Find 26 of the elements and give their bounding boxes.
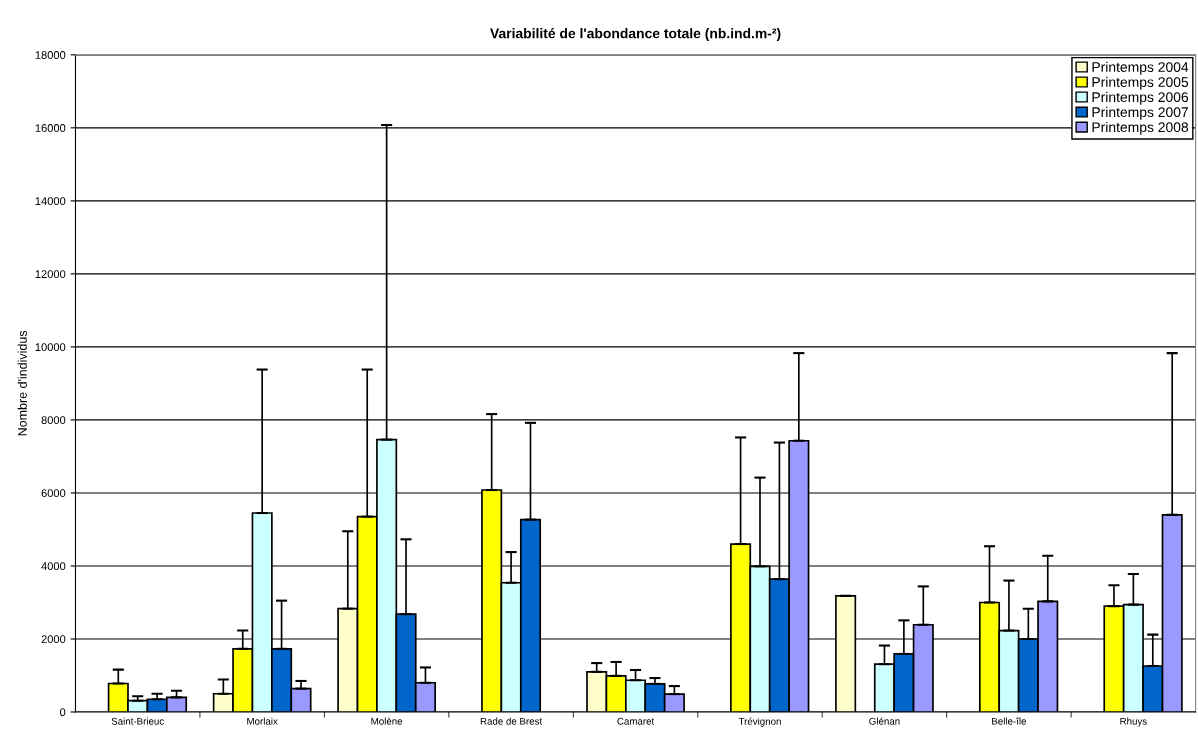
x-tick-label: Saint-Brieuc — [111, 717, 164, 725]
y-tick-label: 0 — [60, 708, 66, 717]
y-tick-label: 2000 — [41, 635, 66, 644]
x-tick-label: Glénan — [869, 717, 900, 725]
y-tick-label: 6000 — [41, 489, 66, 498]
y-tick-label: 8000 — [41, 416, 66, 425]
x-tick-label: Trévignon — [738, 717, 781, 727]
y-axis-title: Nombre d'individus — [17, 330, 27, 436]
x-tick-label: Belle-île — [992, 717, 1027, 725]
x-tick-label: Rhuys — [1120, 717, 1147, 727]
x-tick-label: Molène — [371, 717, 403, 725]
legend-label: Printemps 2005 — [1092, 76, 1189, 90]
chart-title: Variabilité de l'abondance totale (nb.ind.m-²) — [490, 27, 781, 42]
y-tick-label: 16000 — [35, 124, 66, 132]
y-tick-label: 14000 — [35, 197, 66, 205]
legend-label: Printemps 2007 — [1092, 106, 1188, 120]
y-tick-label: 18000 — [35, 51, 66, 59]
y-tick-label: 4000 — [41, 562, 66, 571]
x-tick-label: Morlaix — [247, 717, 278, 725]
y-tick-label: 12000 — [35, 270, 66, 279]
legend-label: Printemps 2006 — [1092, 91, 1189, 105]
x-tick-label: Camaret — [617, 717, 655, 725]
x-tick-label: Rade de Brest — [480, 717, 543, 725]
legend-label: Printemps 2008 — [1092, 121, 1189, 135]
legend-label: Printemps 2004 — [1092, 61, 1189, 75]
y-tick-label: 10000 — [35, 343, 66, 352]
